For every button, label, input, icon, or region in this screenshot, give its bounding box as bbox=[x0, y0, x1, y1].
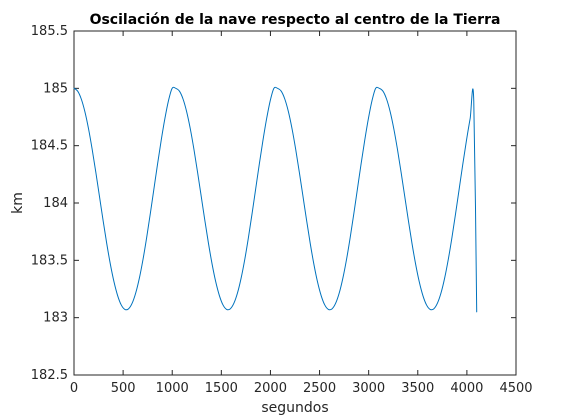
x-axis-ticks: 0 500 1000 1500 2000 2500 3000 3500 4000 4500 bbox=[70, 31, 533, 396]
series-line bbox=[73, 86, 478, 313]
y-axis-ticks: 182.5 183 183.5 184 184.5 185 185.5 bbox=[31, 24, 516, 383]
y-tick-label: 184 bbox=[43, 196, 68, 211]
x-tick-label: 1500 bbox=[205, 381, 238, 396]
y-tick-label: 183 bbox=[43, 311, 68, 326]
y-tick-label: 183.5 bbox=[31, 253, 68, 268]
chart-title: Oscilación de la nave respecto al centro… bbox=[90, 12, 501, 28]
x-tick-label: 3000 bbox=[352, 381, 385, 396]
x-axis-label: segundos bbox=[261, 400, 328, 416]
x-tick-label: 4500 bbox=[499, 381, 532, 396]
x-tick-label: 3500 bbox=[401, 381, 434, 396]
x-tick-label: 1000 bbox=[156, 381, 189, 396]
y-tick-label: 185.5 bbox=[31, 24, 68, 39]
x-tick-label: 0 bbox=[70, 381, 78, 396]
y-tick-label: 184.5 bbox=[31, 139, 68, 154]
x-tick-label: 4000 bbox=[450, 381, 483, 396]
x-tick-label: 2000 bbox=[254, 381, 287, 396]
y-tick-label: 185 bbox=[43, 81, 68, 96]
x-tick-label: 2500 bbox=[303, 381, 336, 396]
y-tick-label: 182.5 bbox=[31, 368, 68, 383]
x-tick-label: 500 bbox=[111, 381, 136, 396]
y-axis-label: km bbox=[10, 192, 26, 214]
series-layer bbox=[73, 86, 478, 313]
plot-area bbox=[73, 30, 517, 376]
